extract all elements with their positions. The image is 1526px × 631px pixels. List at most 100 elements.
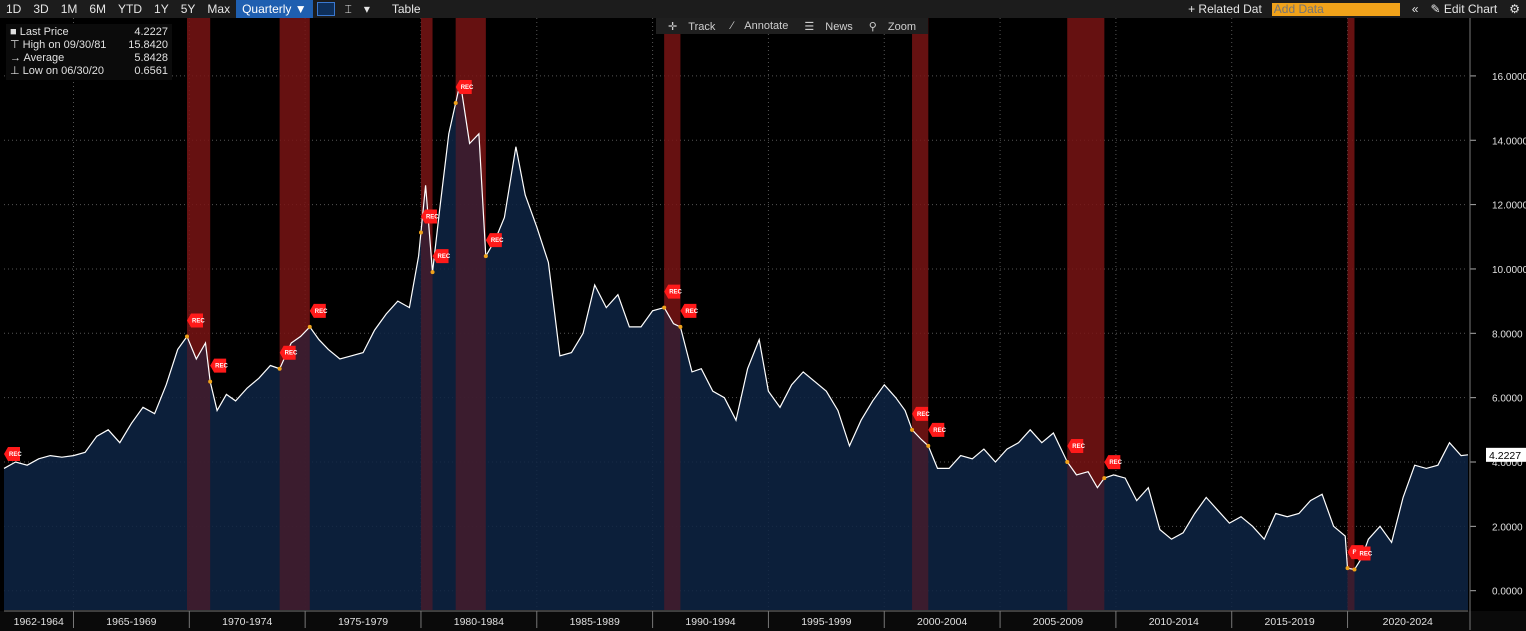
news-icon: ☰ bbox=[804, 20, 815, 33]
x-tick-label: 1975-1979 bbox=[338, 616, 388, 628]
period-button-6m[interactable]: 6M bbox=[89, 2, 107, 16]
rec-marker-shape bbox=[1104, 455, 1121, 470]
legend-low-text: Low on 06/30/20 bbox=[22, 65, 104, 77]
rec-marker-end: REC bbox=[210, 358, 228, 373]
rec-marker-label: REC bbox=[685, 309, 698, 315]
period-button-1m[interactable]: 1M bbox=[60, 2, 78, 16]
rec-marker-start: REC bbox=[187, 313, 205, 328]
legend-high-text: High on 09/30/81 bbox=[22, 39, 107, 51]
y-tick-label: 0.0000 bbox=[1492, 587, 1523, 598]
chart-legend: ■ Last Price 4.2227 ⊤ High on 09/30/81 15.… bbox=[6, 24, 172, 80]
rec-marker-shape bbox=[1067, 439, 1084, 453]
recession-start-dot bbox=[277, 366, 282, 371]
recession-start-dot bbox=[185, 334, 189, 339]
recession-overlay bbox=[279, 18, 310, 610]
y-tick-label: 16.0000 bbox=[1492, 72, 1526, 83]
rec-marker-shape bbox=[279, 345, 296, 360]
frequency-dropdown[interactable]: Quarterly ▼ bbox=[236, 0, 313, 18]
recession-overlay bbox=[1067, 18, 1105, 610]
y-tick-label: 14.0000 bbox=[1492, 136, 1526, 147]
annotate-button[interactable]: ∕ Annotate bbox=[727, 20, 792, 32]
news-button[interactable]: ☰ News bbox=[800, 20, 856, 33]
toolbar-right: + Related Dat « ✎ Edit Chart ⚙ bbox=[1182, 0, 1526, 18]
x-tick-label: 1990-1994 bbox=[685, 616, 735, 628]
rec-marker-shape bbox=[187, 313, 203, 328]
x-tick-label: 2000-2004 bbox=[917, 616, 967, 628]
legend-average: → Average 5.8428 bbox=[10, 52, 168, 65]
period-buttons: 1D 3D 1M 6M YTD 1Y 5Y Max bbox=[0, 0, 236, 18]
chart-subtoolbar: ✛ Track ∕ Annotate ☰ News ⚲ Zoom bbox=[656, 18, 929, 34]
recession-start-dot bbox=[418, 230, 423, 235]
rec-marker-label: REC bbox=[669, 290, 682, 296]
x-tick-label: 1962-1964 bbox=[14, 616, 64, 628]
legend-last-value: 4.2227 bbox=[134, 26, 168, 38]
rec-marker-start: REC bbox=[4, 447, 22, 461]
legend-low-value: 0.6561 bbox=[134, 65, 168, 77]
rec-marker-shape bbox=[432, 249, 449, 264]
rec-marker-shape bbox=[309, 303, 326, 318]
legend-high-value: 15.8420 bbox=[128, 39, 168, 51]
add-data-input[interactable] bbox=[1271, 2, 1400, 16]
recession-overlay bbox=[455, 18, 486, 610]
period-button-1y[interactable]: 1Y bbox=[154, 2, 169, 16]
x-axis-bar bbox=[0, 611, 1526, 631]
table-button[interactable]: Table bbox=[391, 2, 421, 16]
recession-overlay bbox=[420, 18, 433, 610]
rec-marker-end: REC bbox=[432, 249, 451, 264]
y-tick-label: 6.0000 bbox=[1492, 394, 1523, 405]
legend-last-price: ■ Last Price 4.2227 bbox=[10, 26, 168, 39]
rec-marker-shape bbox=[485, 233, 502, 248]
recession-end-dot bbox=[678, 324, 683, 329]
recession-end-dot bbox=[926, 443, 931, 448]
rec-marker-shape bbox=[928, 422, 945, 437]
rec-marker-label: REC bbox=[933, 428, 946, 434]
legend-avg-text: Average bbox=[23, 52, 65, 64]
recession-end-dot bbox=[307, 324, 312, 329]
related-data-button[interactable]: + Related Dat bbox=[1188, 2, 1262, 16]
period-button-5y[interactable]: 5Y bbox=[180, 2, 196, 16]
rec-marker-label: REC bbox=[1359, 551, 1372, 557]
rec-marker-end: REC bbox=[485, 233, 504, 248]
bar-chart-icon[interactable]: ⌶ bbox=[344, 2, 352, 16]
rec-marker-shape bbox=[664, 284, 681, 299]
track-label: Track bbox=[688, 20, 716, 33]
rec-marker-end: REC bbox=[1104, 455, 1123, 470]
rec-marker-label: REC bbox=[426, 214, 439, 220]
rec-marker-shape bbox=[912, 406, 929, 421]
magnifier-icon: ⚲ bbox=[868, 20, 877, 33]
gear-icon[interactable]: ⚙ bbox=[1509, 2, 1520, 16]
pencil-icon: ✎ bbox=[1430, 2, 1441, 16]
rec-marker-shape bbox=[420, 209, 437, 224]
recession-overlay bbox=[1347, 18, 1355, 610]
rec-marker-label: REC bbox=[192, 319, 205, 325]
rec-marker-label: REC bbox=[215, 364, 228, 370]
last-price-text: 4.2227 bbox=[1489, 450, 1521, 462]
series-line bbox=[3, 82, 1469, 571]
line-chart-icon[interactable] bbox=[316, 2, 335, 16]
chart-plot[interactable]: 16.0000 14.0000 12.0000 10.0000 8.0000 6.0000… bbox=[0, 18, 1526, 631]
x-tick-label: 2020-2024 bbox=[1383, 616, 1433, 628]
news-label: News bbox=[825, 20, 853, 33]
x-tick-label: 2015-2019 bbox=[1265, 616, 1315, 628]
recession-start-dot bbox=[662, 305, 667, 310]
track-button[interactable]: ✛ Track bbox=[664, 20, 719, 33]
rec-marker-end: REC bbox=[1354, 546, 1373, 561]
legend-high: ⊤ High on 09/30/81 15.8420 bbox=[10, 39, 168, 52]
period-button-1d[interactable]: 1D bbox=[6, 2, 22, 16]
legend-last-text: Last Price bbox=[19, 26, 69, 38]
period-button-3d[interactable]: 3D bbox=[33, 2, 49, 16]
rec-marker-label: REC bbox=[1072, 444, 1085, 450]
period-button-ytd[interactable]: YTD bbox=[118, 2, 143, 16]
collapse-icon[interactable]: « bbox=[1411, 2, 1419, 16]
square-icon: ■ bbox=[10, 26, 17, 38]
edit-chart-button[interactable]: ✎ Edit Chart bbox=[1424, 0, 1503, 18]
chevron-down-icon[interactable]: ▾ bbox=[363, 2, 370, 16]
period-button-max[interactable]: Max bbox=[207, 2, 231, 16]
recession-end-dot bbox=[430, 270, 435, 275]
rec-marker-end: REC bbox=[680, 303, 699, 318]
crosshair-icon: ✛ bbox=[668, 20, 678, 33]
x-tick-label: 1970-1974 bbox=[222, 616, 272, 628]
zoom-button[interactable]: ⚲ Zoom bbox=[865, 20, 920, 33]
rec-marker-label: REC bbox=[917, 412, 930, 418]
rec-marker-shape bbox=[680, 303, 697, 318]
